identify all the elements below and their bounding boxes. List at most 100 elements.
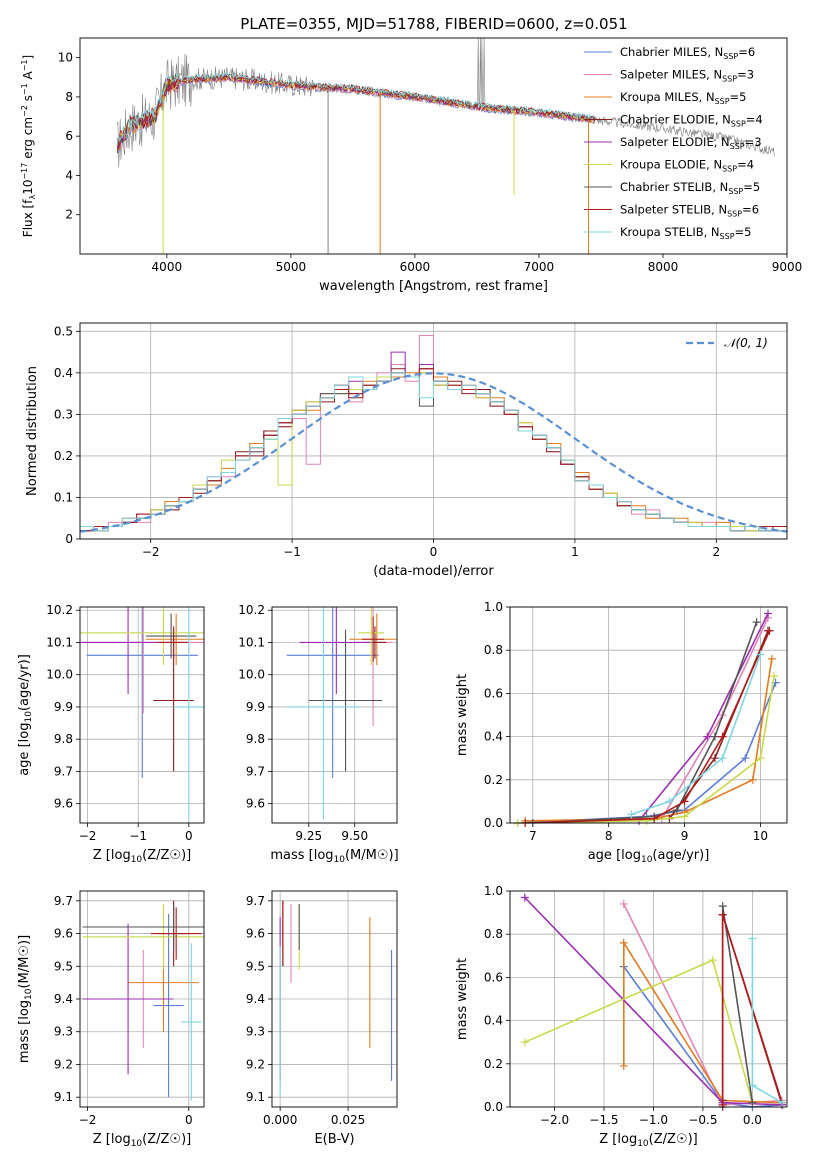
legend-label-suffix: =6 bbox=[738, 45, 755, 59]
y-tick-label: 0.4 bbox=[484, 730, 503, 744]
weight-point-marker bbox=[619, 938, 628, 947]
x-tick-label: 0.0 bbox=[743, 1113, 762, 1127]
legend-label: Chabrier MILES, NSSP=6 bbox=[620, 45, 755, 61]
y-tick-label: 0.4 bbox=[54, 366, 73, 380]
legend-label-text: Kroupa MILES, N bbox=[620, 90, 715, 104]
legend-label-suffix: =6 bbox=[742, 203, 759, 217]
weight-point-marker bbox=[680, 797, 689, 806]
legend-label-suffix: =4 bbox=[746, 113, 763, 127]
x-tick-label: −2.0 bbox=[540, 1113, 569, 1127]
weight-point-marker bbox=[778, 1098, 787, 1107]
y-tick-label: 9.9 bbox=[246, 700, 265, 714]
panel-mass-vs-EBV: 0.000 0.025 9.1 9.2 9.3 9.4 9.5 9.6 9.7 E(B-V) bbox=[246, 890, 398, 1147]
weight-point-marker bbox=[718, 754, 727, 763]
axes-frame bbox=[79, 890, 205, 1108]
label-superscript: −2 bbox=[20, 105, 29, 117]
x-tick-label: 4000 bbox=[152, 260, 183, 274]
x-tick-label: 0.000 bbox=[263, 1113, 297, 1127]
panel-weight-vs-Z: −2.0 −1.5 −1.0 −0.5 0.0 0.0 0.2 0.4 0.6 0.8 1.0 Z [… bbox=[455, 884, 788, 1149]
y-tick-label: 0.2 bbox=[484, 1057, 503, 1071]
panel-age-vs-mass: 9.25 9.50 9.6 9.7 9.8 9.9 10.0 10.1 10.2 mass [lo… bbox=[238, 603, 399, 865]
x-tick-label: −2 bbox=[79, 1113, 97, 1127]
label-rest: s bbox=[21, 95, 35, 105]
weight-point-marker bbox=[619, 899, 628, 908]
weight-point-marker bbox=[710, 732, 719, 741]
label-superscript: −17 bbox=[20, 163, 29, 180]
axes-frame bbox=[509, 606, 788, 824]
x-axis-label: Z [log10(Z/Z☉)] bbox=[93, 848, 191, 865]
axes-frame bbox=[79, 606, 205, 824]
x-tick-label: −1.0 bbox=[639, 1113, 668, 1127]
x-axis-label-text: wavelength [Angstrom, rest frame] bbox=[319, 279, 548, 294]
x-axis-label-text: Z [log bbox=[93, 1132, 131, 1147]
panel-age-vs-Z: −2 −1 09.69.79.89.910.010.110.2Z [log10(Z/… bbox=[17, 603, 205, 865]
x-axis-label: E(B-V) bbox=[314, 1132, 354, 1147]
y-axis-label: mass weight bbox=[455, 674, 470, 756]
y-tick-label: 0.8 bbox=[484, 927, 503, 941]
y-tick-label: 9.6 bbox=[54, 927, 73, 941]
weight-series-line bbox=[661, 617, 769, 820]
weight-series-line bbox=[623, 966, 783, 1107]
y-tick-label: 1.0 bbox=[484, 884, 503, 898]
label-rest: (age/yr)] bbox=[652, 848, 709, 863]
legend-label-suffix: =3 bbox=[745, 135, 762, 149]
legend-label-suffix: =3 bbox=[737, 68, 754, 82]
legend-label-suffix: =4 bbox=[737, 158, 754, 172]
spectrum-model-line bbox=[116, 72, 596, 145]
weight-point-marker bbox=[718, 902, 727, 911]
label-subscript: 10 bbox=[131, 1139, 143, 1149]
y-tick-label: 9.5 bbox=[54, 959, 73, 973]
x-tick-label: 5000 bbox=[276, 260, 307, 274]
axes-frame bbox=[79, 322, 788, 540]
label-rest: A bbox=[21, 70, 35, 83]
y-tick-label: 9.7 bbox=[246, 894, 265, 908]
legend-label-sub: SSP bbox=[727, 210, 742, 219]
x-tick-label: 7000 bbox=[524, 260, 555, 274]
y-tick-label: 9.3 bbox=[246, 1025, 265, 1039]
weight-point-marker bbox=[520, 893, 529, 902]
x-axis-label-text: mass [log bbox=[270, 848, 333, 863]
weight-point-marker bbox=[619, 1061, 628, 1070]
legend-label: Kroupa STELIB, NSSP=5 bbox=[620, 225, 751, 241]
legend-label: Kroupa ELODIE, NSSP=4 bbox=[620, 158, 754, 174]
panel-mass-vs-Z: −2 09.19.29.39.49.59.69.7Z [log10(Z/Z☉)]m… bbox=[17, 890, 205, 1149]
weight-point-marker bbox=[765, 626, 774, 635]
figure-title: PLATE=0355, MJD=51788, FIBERID=0600, z=0… bbox=[240, 15, 627, 33]
y-tick-label: 9.9 bbox=[54, 700, 73, 714]
x-tick-label: −2 bbox=[79, 829, 97, 843]
y-axis-label: Flux [fλ10−17 erg cm−2 s−1 A−1] bbox=[20, 55, 37, 237]
weight-point-marker bbox=[748, 1098, 757, 1107]
y-tick-label: 10.2 bbox=[238, 603, 265, 617]
weight-point-marker bbox=[748, 934, 757, 943]
legend-label: Chabrier ELODIE, NSSP=4 bbox=[620, 113, 763, 129]
legend-label-text: Chabrier MILES, N bbox=[620, 45, 723, 59]
legend-label-text: Kroupa STELIB, N bbox=[620, 225, 720, 239]
y-axis-label-text: age [log bbox=[17, 723, 32, 776]
x-axis-label-text: Z [log bbox=[599, 1132, 637, 1147]
legend-label-suffix: =5 bbox=[735, 225, 752, 239]
legend-label-suffix: =5 bbox=[730, 90, 747, 104]
x-tick-label: 9.25 bbox=[295, 829, 322, 843]
weight-series-line bbox=[517, 675, 775, 823]
x-axis-label-text: Z [log bbox=[93, 848, 131, 863]
weight-point-marker bbox=[627, 810, 636, 819]
weight-point-marker bbox=[718, 732, 727, 741]
weight-point-marker bbox=[756, 650, 765, 659]
x-tick-label: 9 bbox=[681, 829, 689, 843]
weight-point-marker bbox=[708, 956, 717, 965]
x-tick-label: 8000 bbox=[648, 260, 679, 274]
weight-point-marker bbox=[520, 1038, 529, 1047]
x-tick-label: 0 bbox=[185, 829, 193, 843]
y-axis-label: mass weight bbox=[455, 958, 470, 1040]
weight-point-marker bbox=[680, 812, 689, 821]
legend-label: 𝒩(0, 1) bbox=[724, 336, 768, 350]
weight-point-marker bbox=[752, 618, 761, 627]
label-rest: (M/M☉)] bbox=[345, 848, 399, 863]
y-tick-label: 0.3 bbox=[54, 407, 73, 421]
weight-point-marker bbox=[718, 910, 727, 919]
y-axis-label: age [log10(age/yr)] bbox=[17, 654, 34, 776]
x-tick-label: 8 bbox=[605, 829, 613, 843]
legend-label-sub: SSP bbox=[723, 52, 738, 61]
x-axis-label-text: age [log bbox=[588, 848, 641, 863]
